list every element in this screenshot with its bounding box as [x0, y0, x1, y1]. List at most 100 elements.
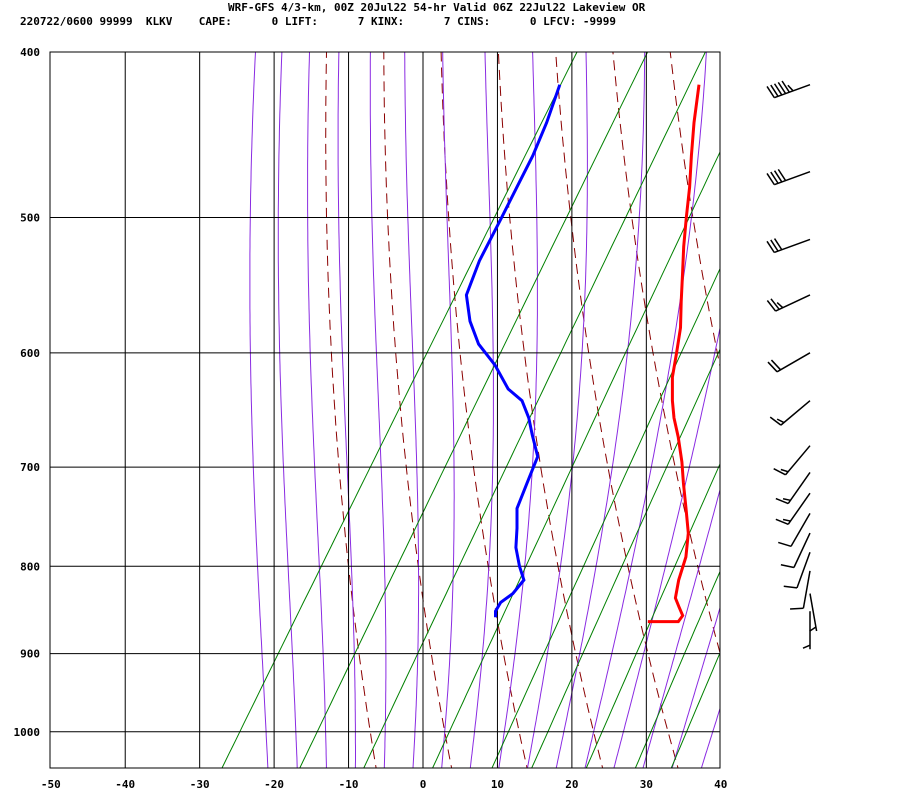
- dewpoint-profile-line: [464, 84, 562, 618]
- wind-barb-shaft: [793, 532, 811, 568]
- wind-barb-feather: [802, 644, 811, 649]
- wind-barb-feather: [773, 83, 783, 96]
- dry-adiabat-line: [497, 52, 604, 768]
- plot-frame: [49, 51, 721, 769]
- y-tick-label: 700: [20, 461, 40, 474]
- wind-barb-shaft: [809, 593, 818, 632]
- wind-barb-feather: [782, 498, 791, 502]
- wind-barb: [775, 492, 811, 526]
- wind-barb: [775, 472, 811, 505]
- wind-barb-feather: [775, 497, 789, 505]
- wind-barb-feather: [773, 238, 783, 251]
- wind-barb-feather: [778, 541, 792, 548]
- wind-barb: [802, 611, 811, 650]
- wind-barb-shaft: [787, 472, 811, 505]
- wind-barb-shaft: [784, 445, 811, 476]
- wind-barb-shaft: [802, 570, 811, 609]
- wind-barb-feather: [766, 300, 777, 312]
- x-tick-label: -40: [115, 778, 135, 791]
- x-tick-label: 0: [420, 778, 427, 791]
- moist-adiabat-line: [404, 52, 420, 768]
- wind-barb-shaft: [787, 492, 811, 525]
- wind-barb: [766, 294, 811, 312]
- grid-lines: [50, 51, 720, 768]
- wind-barb-feather: [787, 84, 794, 92]
- wind-barb-feather: [770, 171, 779, 184]
- wind-barb-shaft: [780, 400, 811, 426]
- wind-barb-feather: [781, 80, 790, 93]
- wind-barb: [766, 80, 811, 99]
- dry-adiabat-line: [669, 52, 720, 369]
- moist-adiabat-line: [498, 52, 538, 768]
- wind-barb-shaft: [775, 294, 811, 312]
- wind-barb: [790, 570, 811, 610]
- wind-barb-shaft: [774, 83, 811, 99]
- wind-barb-feather: [770, 298, 780, 310]
- background-lines: [221, 14, 900, 775]
- wind-barb-shaft: [776, 352, 811, 373]
- wind-barb-feather: [776, 418, 785, 424]
- wind-barb-feather: [790, 607, 804, 610]
- y-tick-label: 600: [20, 347, 40, 360]
- dry-adiabat-line: [325, 52, 377, 768]
- dry-adiabat-line: [440, 52, 528, 768]
- x-tick-label: -50: [41, 778, 61, 791]
- wind-barb-shaft: [796, 551, 811, 589]
- wind-barb-feather: [777, 168, 787, 181]
- mixing-ratio-line: [363, 52, 706, 768]
- wind-barb: [783, 551, 811, 589]
- wind-barb-shaft: [790, 513, 811, 547]
- wind-barb-feather: [773, 468, 786, 476]
- dry-adiabat-line: [779, 14, 900, 775]
- x-tick-label: -30: [190, 778, 210, 791]
- wind-barb: [767, 352, 811, 373]
- dry-adiabat-line: [612, 52, 720, 655]
- wind-barbs: [766, 80, 818, 650]
- moist-adiabat-line: [307, 52, 327, 768]
- wind-barb-shaft: [774, 238, 811, 254]
- wind-barb: [766, 168, 811, 186]
- wind-barb: [769, 400, 811, 426]
- wind-barb-feather: [775, 518, 789, 526]
- dry-adiabat-line: [723, 14, 900, 775]
- mixing-ratio-line: [670, 651, 720, 768]
- moist-adiabat-line: [469, 52, 494, 768]
- moist-adiabat-line: [700, 707, 720, 768]
- axis-ticks: 400 500 600 700 800 900 1000 -50 -40 -30 -20 -10 0 10…: [14, 46, 728, 791]
- mixing-ratio-line: [221, 52, 578, 768]
- dry-adiabat-line: [892, 14, 900, 775]
- y-tick-label: 800: [20, 560, 40, 573]
- wind-barb: [778, 513, 811, 548]
- moist-adiabat-line: [337, 52, 356, 768]
- moist-adiabat-line: [369, 52, 387, 768]
- x-tick-label: 40: [714, 778, 727, 791]
- wind-barb-feather: [769, 416, 782, 426]
- y-tick-label: 900: [20, 648, 40, 661]
- dry-adiabat-line: [836, 14, 900, 775]
- mixing-ratio-line: [491, 267, 720, 768]
- wind-barb-feather: [773, 170, 783, 183]
- wind-barb-feather: [770, 359, 782, 371]
- x-tick-label: 10: [491, 778, 504, 791]
- y-tick-label: 1000: [14, 726, 41, 739]
- wind-barb: [773, 445, 811, 476]
- x-tick-label: -20: [264, 778, 284, 791]
- x-tick-label: 20: [565, 778, 578, 791]
- wind-barb: [780, 532, 811, 569]
- moist-adiabat-line: [526, 52, 588, 768]
- y-tick-label: 400: [20, 46, 40, 59]
- wind-barb-feather: [783, 585, 798, 589]
- moist-adiabat-line: [671, 606, 720, 768]
- wind-barb-feather: [770, 84, 779, 97]
- mixing-ratio-line: [432, 150, 720, 768]
- mixing-ratio-line: [585, 462, 720, 768]
- wind-barb-shaft: [774, 170, 811, 186]
- wind-barb-feather: [766, 240, 775, 253]
- wind-barb-feather: [766, 173, 775, 186]
- moist-adiabat-line: [555, 52, 646, 768]
- wind-barb-feather: [782, 518, 791, 522]
- mixing-ratio-line: [634, 570, 720, 768]
- wind-barb-feather: [776, 302, 784, 309]
- temperature-profile-line: [647, 84, 701, 624]
- wind-barb-feather: [766, 86, 775, 99]
